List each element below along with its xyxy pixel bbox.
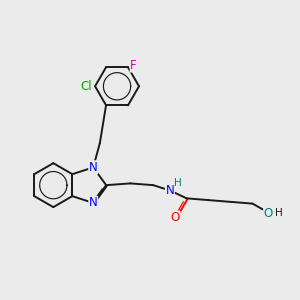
Text: H: H [174,178,182,188]
Text: Cl: Cl [80,80,92,93]
Text: F: F [130,59,137,72]
Text: O: O [170,211,180,224]
Text: N: N [89,161,98,174]
Text: O: O [264,207,273,220]
Text: N: N [89,196,98,209]
Text: N: N [166,184,174,197]
Text: H: H [275,208,283,218]
